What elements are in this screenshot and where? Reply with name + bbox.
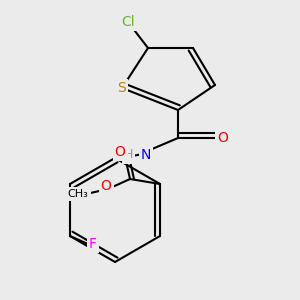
Text: F: F: [89, 237, 97, 251]
Text: Cl: Cl: [121, 15, 135, 29]
Text: O: O: [100, 179, 112, 193]
Text: O: O: [115, 145, 125, 159]
Text: S: S: [118, 81, 126, 95]
Text: N: N: [141, 148, 152, 162]
Text: CH₃: CH₃: [68, 189, 88, 199]
Text: O: O: [218, 131, 228, 145]
Text: H: H: [124, 148, 133, 161]
